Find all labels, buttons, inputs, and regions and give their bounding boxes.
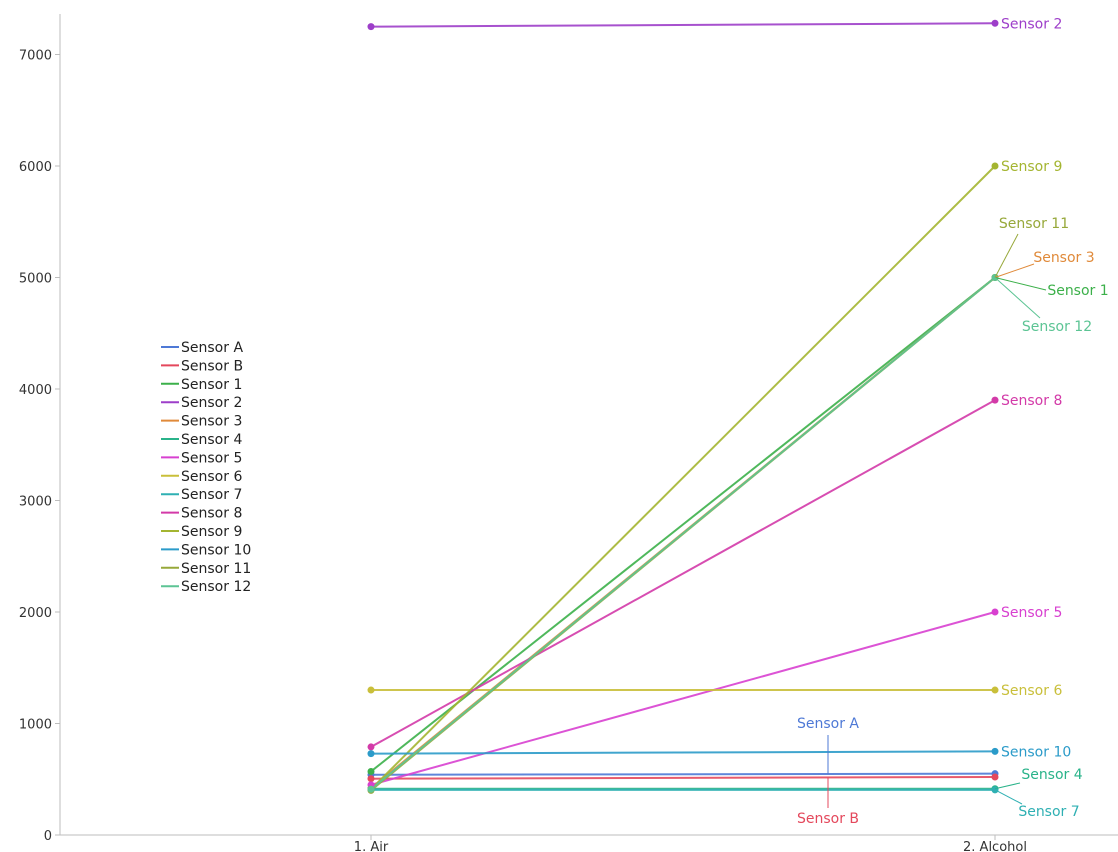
point-sensor-9-2 [991,162,999,170]
end-labels: Sensor 2 Sensor 9 Sensor 8 Sensor 5 Sensor 6… [1001,16,1071,760]
callout-leader-sensor-4 [994,782,1021,790]
legend-label-sensor-a: Sensor A [181,340,243,356]
legend-label-sensor-10: Sensor 10 [181,542,251,558]
point-sensor-6-1 [367,686,375,694]
y-tick-label-2000: 2000 [19,606,52,621]
callout-label-sensor-b: Sensor B [797,811,859,827]
y-tick-label-7000: 7000 [19,49,52,64]
series-line-sensor-5 [370,611,996,786]
series-lines [370,22,996,792]
series-line-sensor-2 [370,22,996,28]
legend-label-sensor-2: Sensor 2 [181,395,242,411]
callout-leader-sensor-3 [994,263,1035,278]
end-label-sensor-9: Sensor 9 [1001,159,1062,175]
callout-leader-sensor-12 [994,277,1041,319]
series-points [367,19,999,794]
y-tick-label-4000: 4000 [19,383,52,398]
y-tick-label-1000: 1000 [19,718,52,733]
legend-label-sensor-12: Sensor 12 [181,579,251,595]
legend-label-sensor-1: Sensor 1 [181,377,242,393]
callout-label-sensor-4: Sensor 4 [1021,767,1082,783]
series-line-sensor-8 [370,399,996,748]
series-line-sensor-10 [370,750,996,755]
point-sensor-10-1 [367,750,375,758]
series-line-sensor-1 [370,276,996,773]
callout-label-sensor-12: Sensor 12 [1022,319,1092,335]
point-sensor-10-2 [991,747,999,755]
point-sensor-b-1 [367,775,375,783]
callout-leader-sensor-11 [994,233,1019,278]
series-line-sensor-12 [370,276,996,791]
x-tick-label-2: 2. Alcohol [963,840,1027,852]
axes: 0 1000 2000 3000 4000 5000 6000 7000 1. Air 2. Al… [19,14,1118,852]
y-tick-label-0: 0 [44,829,52,844]
end-label-sensor-10: Sensor 10 [1001,744,1071,760]
series-line-sensor-b [370,776,996,780]
x-tick-label-1: 1. Air [354,840,389,852]
legend-label-sensor-9: Sensor 9 [181,524,242,540]
legend: Sensor A Sensor B Sensor 1 Sensor 2 Sensor 3… [161,340,251,595]
point-sensor-5-2 [991,608,999,616]
point-sensor-2-2 [991,19,999,27]
legend-label-sensor-4: Sensor 4 [181,432,242,448]
legend-label-sensor-6: Sensor 6 [181,469,242,485]
legend-label-sensor-8: Sensor 8 [181,506,242,522]
point-sensor-12-1 [367,785,375,793]
callout-leader-sensor-1 [994,277,1047,291]
point-sensor-b-2 [991,773,999,781]
point-sensor-8-1 [367,743,375,751]
end-label-sensor-8: Sensor 8 [1001,393,1062,409]
y-tick-label-3000: 3000 [19,495,52,510]
legend-label-sensor-11: Sensor 11 [181,561,251,577]
point-sensor-1-1 [367,767,375,775]
point-sensor-8-2 [991,396,999,404]
end-label-sensor-5: Sensor 5 [1001,605,1062,621]
callout-label-sensor-3: Sensor 3 [1033,250,1094,266]
legend-label-sensor-3: Sensor 3 [181,414,242,430]
legend-label-sensor-5: Sensor 5 [181,450,242,466]
series-line-sensor-a [370,772,996,776]
callout-label-sensor-7: Sensor 7 [1018,804,1079,820]
point-sensor-6-2 [991,686,999,694]
point-sensor-2-1 [367,23,375,31]
legend-label-sensor-7: Sensor 7 [181,487,242,503]
y-tick-label-5000: 5000 [19,272,52,287]
callout-label-sensor-a: Sensor A [797,716,859,732]
series-line-sensor-9 [370,165,996,790]
end-label-sensor-6: Sensor 6 [1001,683,1062,699]
y-tick-label-6000: 6000 [19,160,52,175]
callout-labels: Sensor 11 Sensor 3 Sensor 1 Sensor 12 Sensor… [797,216,1109,827]
callout-label-sensor-1: Sensor 1 [1047,283,1108,299]
end-label-sensor-2: Sensor 2 [1001,16,1062,32]
callout-leader-sensor-7 [994,789,1023,805]
callout-label-sensor-11: Sensor 11 [999,216,1069,232]
legend-label-sensor-b: Sensor B [181,358,243,374]
